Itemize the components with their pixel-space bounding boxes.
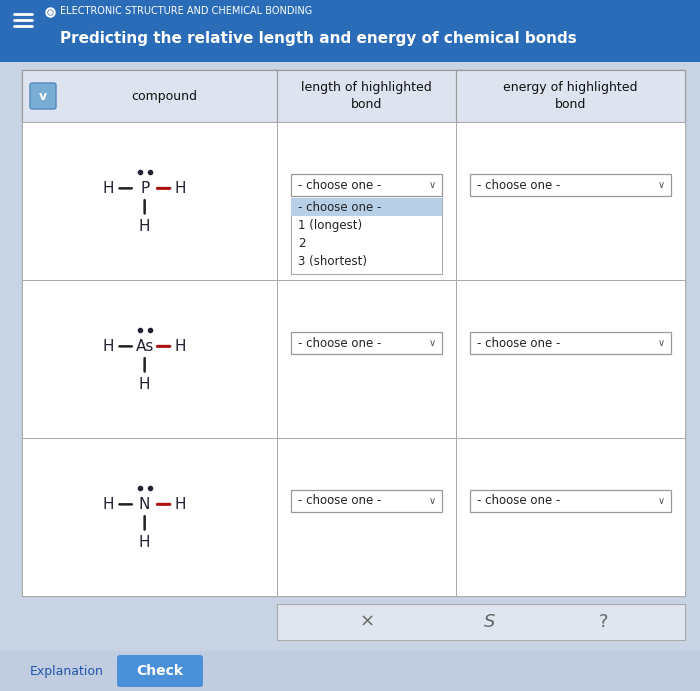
Text: - choose one -: - choose one -: [477, 178, 561, 191]
Text: ∨: ∨: [657, 338, 664, 348]
Text: H: H: [175, 339, 186, 354]
Bar: [22, 438, 277, 596]
Text: ×: ×: [359, 613, 375, 631]
Text: H: H: [139, 377, 150, 392]
Text: H: H: [175, 181, 186, 196]
Text: - choose one -: - choose one -: [298, 495, 382, 507]
Text: - choose one -: - choose one -: [298, 200, 382, 214]
Text: ∨: ∨: [657, 180, 664, 190]
FancyBboxPatch shape: [30, 83, 56, 109]
Bar: [291, 332, 442, 354]
Bar: [470, 490, 671, 512]
Text: v: v: [39, 90, 47, 102]
Text: S: S: [484, 613, 495, 631]
Text: ∨: ∨: [428, 496, 436, 506]
Text: compound: compound: [132, 90, 197, 102]
Bar: [0, 0, 700, 62]
Bar: [291, 174, 442, 196]
Text: ?: ?: [598, 613, 608, 631]
Text: - choose one -: - choose one -: [477, 495, 561, 507]
Bar: [277, 70, 456, 122]
Bar: [22, 70, 685, 596]
Text: Check: Check: [136, 664, 183, 678]
Text: N: N: [139, 497, 150, 512]
Bar: [470, 332, 671, 354]
Text: 2: 2: [298, 236, 306, 249]
Text: 1 (longest): 1 (longest): [298, 218, 363, 231]
Bar: [277, 604, 685, 640]
Text: As: As: [135, 339, 154, 354]
Bar: [22, 70, 277, 122]
Bar: [0, 651, 700, 691]
Text: H: H: [139, 219, 150, 234]
Bar: [456, 280, 685, 438]
Bar: [277, 438, 456, 596]
Text: ∨: ∨: [428, 180, 436, 190]
Text: H: H: [103, 339, 114, 354]
Text: H: H: [175, 497, 186, 512]
Text: ∨: ∨: [657, 496, 664, 506]
Bar: [470, 174, 671, 196]
Text: - choose one -: - choose one -: [477, 337, 561, 350]
Text: H: H: [139, 535, 150, 550]
Text: ∨: ∨: [428, 338, 436, 348]
Text: H: H: [103, 181, 114, 196]
Bar: [277, 122, 456, 280]
Bar: [22, 280, 277, 438]
Text: energy of highlighted
bond: energy of highlighted bond: [503, 81, 638, 111]
Text: - choose one -: - choose one -: [298, 178, 382, 191]
Text: ELECTRONIC STRUCTURE AND CHEMICAL BONDING: ELECTRONIC STRUCTURE AND CHEMICAL BONDIN…: [60, 6, 312, 16]
Bar: [277, 280, 456, 438]
Text: Explanation: Explanation: [30, 665, 104, 677]
Bar: [456, 70, 685, 122]
Bar: [456, 122, 685, 280]
Bar: [22, 122, 277, 280]
Bar: [291, 490, 442, 512]
Text: - choose one -: - choose one -: [298, 337, 382, 350]
Bar: [291, 198, 442, 274]
Text: Predicting the relative length and energy of chemical bonds: Predicting the relative length and energ…: [60, 30, 577, 46]
Text: length of highlighted
bond: length of highlighted bond: [302, 81, 432, 111]
Text: H: H: [103, 497, 114, 512]
Text: P: P: [140, 181, 149, 196]
Bar: [456, 438, 685, 596]
Text: 3 (shortest): 3 (shortest): [298, 254, 368, 267]
FancyBboxPatch shape: [117, 655, 203, 687]
Bar: [291, 198, 442, 216]
